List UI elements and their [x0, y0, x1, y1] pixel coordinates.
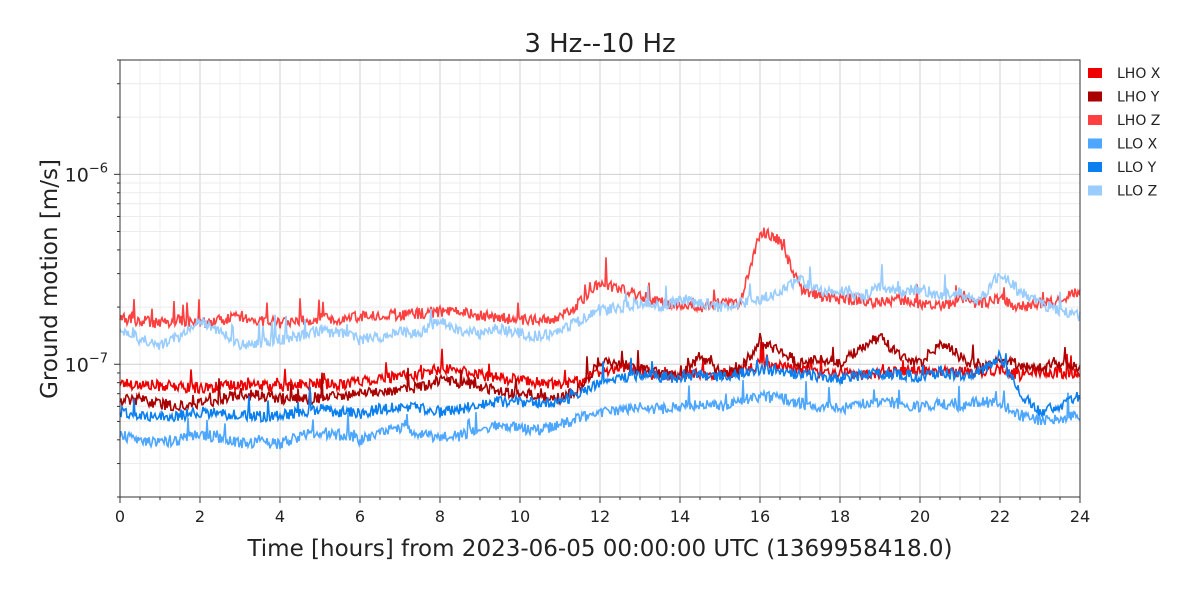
- legend-label: LHO Y: [1117, 90, 1160, 106]
- legend-label: LLO X: [1117, 137, 1158, 153]
- legend-swatch: [1088, 162, 1102, 172]
- x-tick-label: 18: [830, 507, 850, 526]
- x-tick-label: 20: [910, 507, 930, 526]
- legend-entry: LLO Y: [1088, 160, 1157, 176]
- series-lines: [119, 226, 1081, 450]
- legend-swatch: [1088, 68, 1102, 78]
- series-line: [119, 332, 1081, 412]
- legend-entry: LHO Y: [1088, 90, 1160, 106]
- series-line: [119, 264, 1081, 351]
- legend-entry: LHO X: [1088, 66, 1161, 82]
- series-line: [119, 226, 1081, 330]
- x-tick-label: 4: [275, 507, 285, 526]
- legend-swatch: [1088, 138, 1102, 149]
- x-tick-label: 6: [355, 507, 365, 526]
- x-tick-label: 0: [115, 507, 125, 526]
- legend-label: LLO Z: [1117, 184, 1157, 200]
- grid: [119, 59, 1081, 498]
- legend: LHO X LHO Y LHO Z LLO X LLO Y LLO Z: [1088, 66, 1161, 200]
- legend-swatch: [1088, 115, 1102, 125]
- x-tick-label: 8: [435, 507, 445, 526]
- x-tick-label: 2: [195, 507, 205, 526]
- chart-title: 3 Hz--10 Hz: [524, 29, 675, 59]
- legend-entry: LHO Z: [1088, 113, 1160, 129]
- legend-label: LHO X: [1117, 66, 1161, 82]
- x-axis-ticks: 0 2 4 6 8 10 12 14 16 18 20 22 24: [115, 497, 1090, 526]
- legend-label: LHO Z: [1117, 113, 1160, 129]
- y-axis-label: Ground motion [m/s]: [37, 159, 63, 399]
- x-tick-label: 24: [1070, 507, 1090, 526]
- legend-swatch: [1088, 91, 1102, 102]
- series-line: [119, 379, 1081, 450]
- y-tick-label: 10−6: [65, 161, 108, 186]
- legend-label: LLO Y: [1117, 160, 1157, 176]
- series-line: [119, 341, 1081, 395]
- series-line: [119, 348, 1081, 424]
- legend-entry: LLO X: [1088, 137, 1158, 153]
- x-tick-label: 16: [750, 507, 770, 526]
- x-tick-label: 14: [670, 507, 690, 526]
- y-axis-ticks: 10−7 10−6: [65, 59, 120, 498]
- legend-entry: LLO Z: [1088, 184, 1157, 200]
- x-tick-label: 22: [990, 507, 1010, 526]
- x-axis-label: Time [hours] from 2023-06-05 00:00:00 UT…: [246, 536, 952, 562]
- x-tick-label: 12: [590, 507, 610, 526]
- legend-swatch: [1088, 185, 1102, 196]
- y-tick-label: 10−7: [65, 351, 108, 376]
- x-tick-label: 10: [510, 507, 530, 526]
